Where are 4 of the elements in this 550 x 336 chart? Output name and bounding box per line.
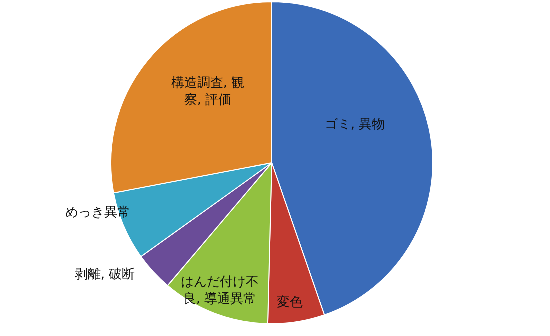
slice-label: 構造調査, 観察, 評価 [170, 75, 246, 109]
slice-label: 変色 [276, 294, 304, 312]
slice-label: 剥離, 破断 [74, 266, 136, 284]
slice-label: ゴミ, 異物 [324, 116, 386, 134]
